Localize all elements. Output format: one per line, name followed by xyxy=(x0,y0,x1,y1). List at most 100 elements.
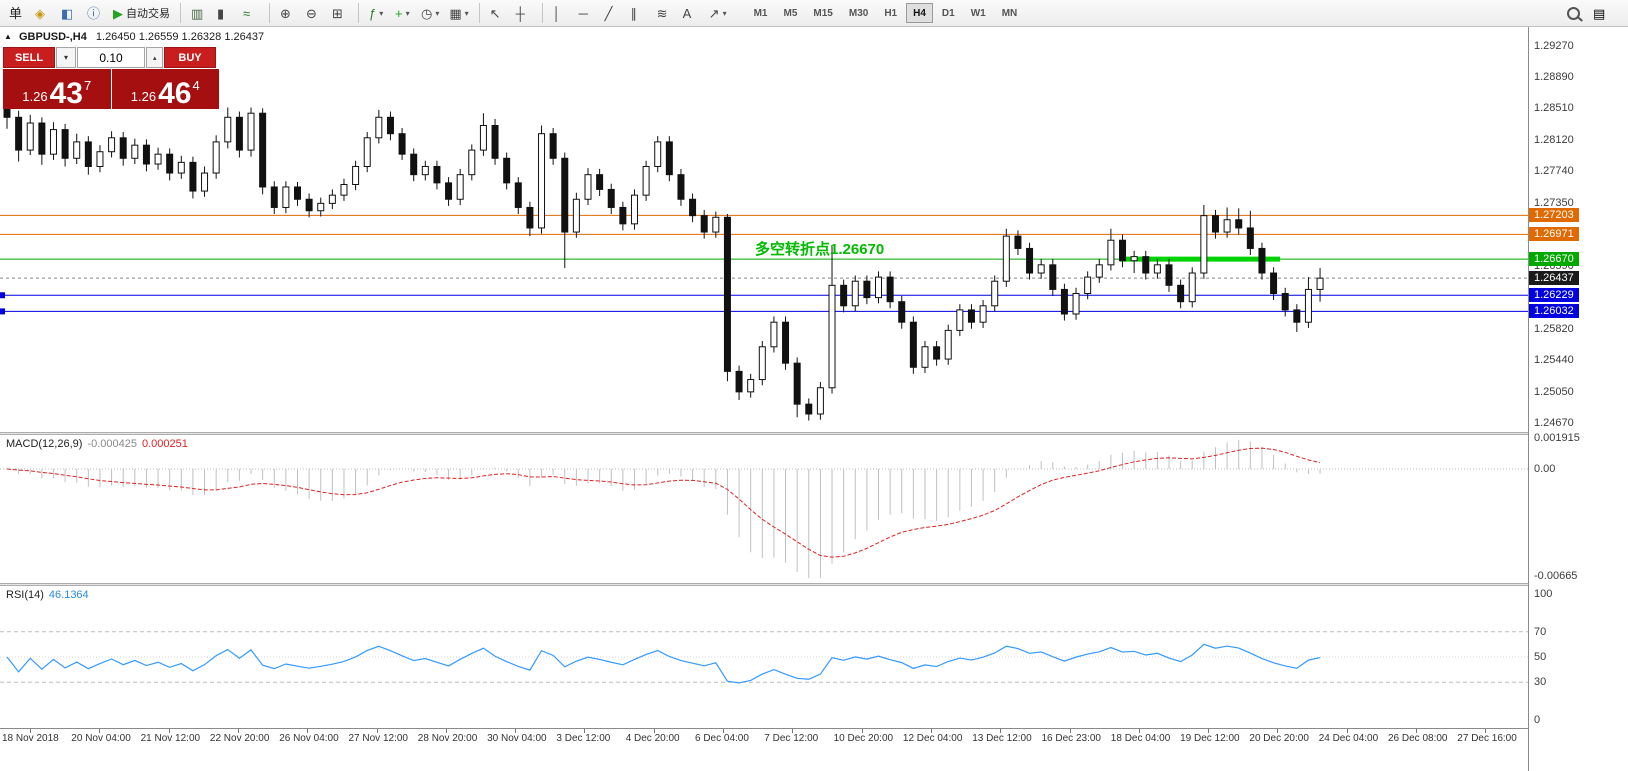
time-scale-label: 18 Nov 2018 xyxy=(2,733,59,744)
time-scale-label: 3 Dec 12:00 xyxy=(556,733,611,744)
timeframe-h4-button[interactable]: H4 xyxy=(906,3,933,23)
text-button[interactable]: A xyxy=(679,2,703,24)
caret-down-icon: ▾ xyxy=(405,8,410,18)
candlestick-chart-button[interactable]: ▮ xyxy=(213,2,237,24)
templates-icon: ▦ xyxy=(449,5,462,21)
sell-button[interactable]: SELL xyxy=(3,47,55,68)
trade-controls-row: SELL ▾ ▴ BUY xyxy=(3,47,219,68)
market-watch-button[interactable]: ◧ xyxy=(57,2,81,24)
timeframe-m15-button[interactable]: M15 xyxy=(806,3,839,23)
macd-panel: MACD(12,26,9) -0.000425 0.000251 xyxy=(0,435,1528,583)
time-scale-label: 6 Dec 04:00 xyxy=(695,733,749,744)
price-chart-canvas[interactable] xyxy=(0,27,1528,432)
order-type-dropdown[interactable]: ▾ xyxy=(56,47,76,68)
panel-splitter[interactable] xyxy=(0,583,1528,586)
rsi-scale-label: 50 xyxy=(1534,651,1547,663)
fibonacci-button[interactable]: ≋ xyxy=(653,2,677,24)
cursor-button[interactable]: ↖ xyxy=(486,2,510,24)
line-chart-button[interactable]: ≈ xyxy=(239,2,263,24)
window-list-icon: ▤ xyxy=(1593,5,1606,21)
tile-windows-button[interactable]: ⊞ xyxy=(328,2,352,24)
sell-price-pip: 7 xyxy=(83,78,92,93)
buy-button[interactable]: BUY xyxy=(164,47,216,68)
price-scale-label: 1.28120 xyxy=(1534,134,1574,147)
timeframe-mn-button[interactable]: MN xyxy=(995,3,1025,23)
time-tick xyxy=(584,729,586,733)
periods-button[interactable]: ◷ ▾ xyxy=(417,2,443,24)
main-chart-panel: ▲ GBPUSD-,H4 1.26450 1.26559 1.26328 1.2… xyxy=(0,27,1528,432)
auto-trading-icon: ▶ xyxy=(113,5,123,21)
volume-stepper[interactable]: ▴ xyxy=(146,47,163,68)
price-scale-label: 1.25440 xyxy=(1534,353,1574,366)
volume-input[interactable] xyxy=(77,47,145,68)
toolbar-separator xyxy=(269,3,270,23)
macd-main-value: -0.000425 xyxy=(87,438,137,450)
buy-price-prefix: 1.26 xyxy=(130,89,157,104)
time-scale-label: 26 Nov 04:00 xyxy=(279,733,339,744)
price-scale-label: 1.25050 xyxy=(1534,385,1574,398)
search-icon[interactable] xyxy=(1567,6,1580,20)
bar-chart-icon: ▥ xyxy=(191,5,204,21)
time-scale-label: 13 Dec 12:00 xyxy=(972,733,1032,744)
price-scale-label: 1.24670 xyxy=(1534,417,1574,429)
caret-up-icon: ▴ xyxy=(153,54,157,62)
caret-down-icon: ▾ xyxy=(63,53,68,62)
periods-icon: ◷ xyxy=(421,5,433,21)
new-order-button[interactable]: 单 xyxy=(5,2,29,24)
time-scale-label: 30 Nov 04:00 xyxy=(487,733,547,744)
rsi-chart-canvas[interactable] xyxy=(0,586,1528,728)
indicators-button[interactable]: ƒ ▾ xyxy=(365,2,389,24)
rsi-scale-label: 100 xyxy=(1534,588,1553,600)
one-click-toggle-icon[interactable]: ▲ xyxy=(4,32,12,41)
time-axis[interactable]: 18 Nov 2018 20 Nov 04:00 21 Nov 12:00 22 No… xyxy=(0,728,1528,771)
macd-chart-canvas[interactable] xyxy=(0,435,1528,583)
horizontal-line-button[interactable]: ─ xyxy=(575,2,599,24)
panel-splitter[interactable] xyxy=(0,432,1528,435)
candlestick-chart-icon: ▮ xyxy=(217,5,225,21)
cursor-icon: ↖ xyxy=(489,5,501,21)
price-scale-label: 1.27740 xyxy=(1534,165,1574,178)
caret-down-icon: ▾ xyxy=(379,8,384,18)
arrows-icon: ↗ xyxy=(708,5,720,21)
price-axis[interactable]: 1.29270 1.28890 1.28510 1.28120 1.27740 1.273… xyxy=(1528,27,1628,771)
auto-trading-button[interactable]: ▶ 自动交易 xyxy=(109,2,174,24)
price-level-badge: 1.26670 xyxy=(1529,252,1579,267)
add-indicator-icon: + xyxy=(395,5,403,21)
charts-profile-button[interactable]: ◈ xyxy=(31,2,55,24)
zoom-in-button[interactable]: ⊕ xyxy=(276,2,300,24)
timeframe-m1-button[interactable]: M1 xyxy=(747,3,775,23)
time-scale-label: 12 Dec 04:00 xyxy=(902,733,963,744)
arrows-button[interactable]: ↗ ▾ xyxy=(705,2,731,24)
timeframe-d1-button[interactable]: D1 xyxy=(935,3,962,23)
equidistant-channel-button[interactable]: ∥ xyxy=(627,2,651,24)
crosshair-button[interactable]: ┼ xyxy=(512,2,536,24)
toolbar-separator xyxy=(180,3,181,23)
window-list-button[interactable]: ▤ xyxy=(1589,2,1613,24)
time-tick xyxy=(515,729,517,733)
vertical-line-button[interactable]: │ xyxy=(549,2,573,24)
timeframe-w1-button[interactable]: W1 xyxy=(964,3,993,23)
trendline-button[interactable]: ╱ xyxy=(601,2,625,24)
time-tick xyxy=(930,729,932,733)
add-indicator-button[interactable]: + ▾ xyxy=(391,2,415,24)
sell-price-prefix: 1.26 xyxy=(22,89,48,104)
caret-down-icon: ▾ xyxy=(435,8,440,18)
indicators-icon: ƒ xyxy=(369,5,377,21)
sell-price-button[interactable]: 1.26 43 7 xyxy=(3,69,111,109)
caret-down-icon: ▾ xyxy=(722,8,727,18)
timeframe-m5-button[interactable]: M5 xyxy=(777,3,805,23)
fibonacci-icon: ≋ xyxy=(656,5,668,21)
line-chart-icon: ≈ xyxy=(243,5,251,21)
templates-button[interactable]: ▦ ▾ xyxy=(445,2,472,24)
data-window-button[interactable]: ⓘ xyxy=(83,2,107,24)
vertical-line-icon: │ xyxy=(552,5,561,21)
rsi-scale-label: 70 xyxy=(1534,625,1547,638)
ohlc-values: 1.26450 1.26559 1.26328 1.26437 xyxy=(95,31,265,43)
bar-chart-button[interactable]: ▥ xyxy=(187,2,211,24)
buy-price-button[interactable]: 1.26 46 4 xyxy=(111,69,219,109)
timeframe-m30-button[interactable]: M30 xyxy=(842,3,875,23)
zoom-out-button[interactable]: ⊖ xyxy=(302,2,326,24)
timeframe-h1-button[interactable]: H1 xyxy=(877,3,904,23)
macd-scale-label: 0.001915 xyxy=(1534,432,1580,445)
